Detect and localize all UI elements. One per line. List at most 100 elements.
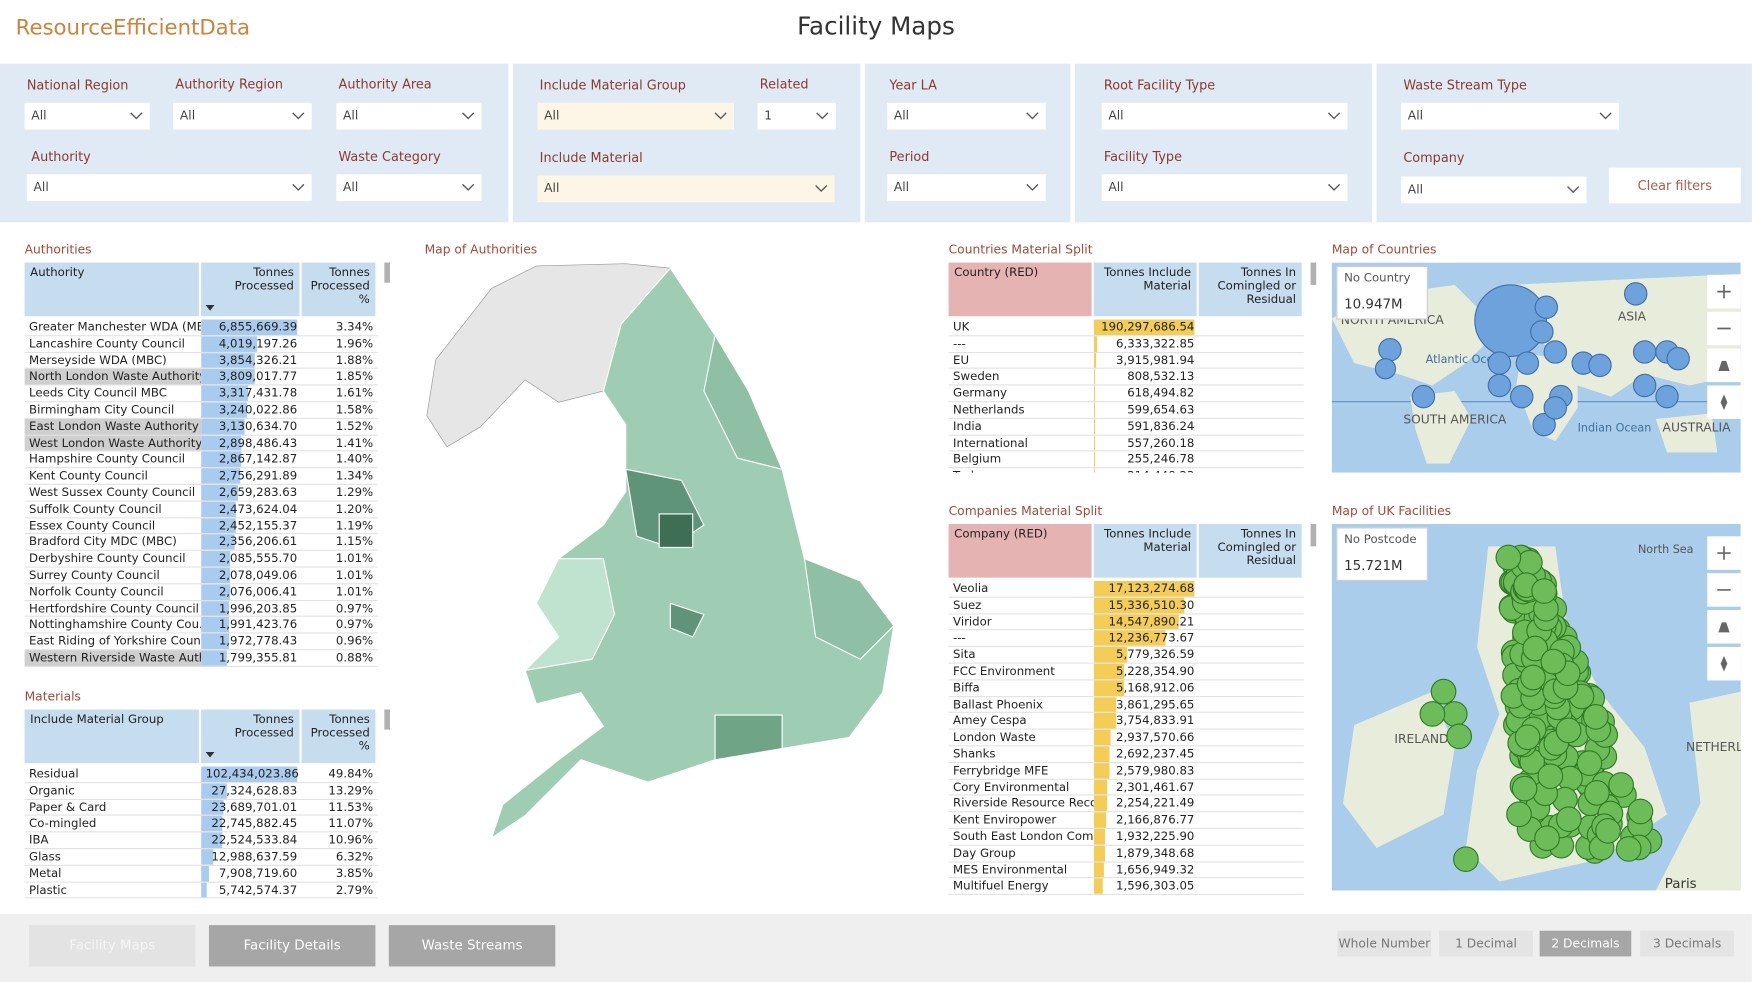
map-marker[interactable] <box>1446 723 1473 750</box>
map-marker[interactable] <box>1588 353 1612 378</box>
map-marker[interactable] <box>1520 664 1546 691</box>
map-label: SOUTH AMERICA <box>1403 412 1507 426</box>
table-cell: 1.19% <box>301 518 378 535</box>
clear-filters-button[interactable]: Clear filters <box>1608 167 1741 204</box>
map-marker[interactable] <box>1555 717 1582 744</box>
map-marker[interactable] <box>1632 373 1657 398</box>
cell-text: 1.20% <box>335 502 374 516</box>
data-bar <box>1093 663 1125 680</box>
map-marker[interactable] <box>1534 295 1559 319</box>
table-cell: 12,988,637.59 <box>201 849 302 866</box>
table-cell <box>1198 386 1304 403</box>
map-marker[interactable] <box>1517 549 1543 576</box>
map-marker[interactable] <box>1419 701 1446 727</box>
map-marker[interactable] <box>1582 703 1609 730</box>
filter-dropdown[interactable]: All <box>1101 102 1348 130</box>
filter-value: All <box>179 108 196 123</box>
map-marker[interactable] <box>1537 763 1564 790</box>
cell-text: Riverside Resource Reco... <box>953 797 1094 811</box>
table-cell: South East London Com... <box>948 829 1094 846</box>
filter-dropdown[interactable]: All <box>336 102 482 130</box>
map-marker[interactable] <box>1495 544 1522 571</box>
map-marker[interactable] <box>1555 806 1582 833</box>
map-control[interactable] <box>1707 646 1741 681</box>
cell-text: EU <box>953 353 970 368</box>
filter-dropdown[interactable]: All <box>24 102 150 130</box>
filter-dropdown[interactable]: All <box>887 174 1046 202</box>
filter-dropdown[interactable]: All <box>173 102 312 130</box>
table-cell: Derbyshire County Council <box>24 551 202 568</box>
cell-text: 214,448.23 <box>1127 469 1194 472</box>
map-marker[interactable] <box>1531 578 1557 604</box>
table-cell: EU <box>948 353 1094 370</box>
map-marker[interactable] <box>1623 282 1648 306</box>
cell-text: Co-mingled <box>29 817 97 831</box>
map-marker[interactable] <box>1522 635 1549 662</box>
map-marker[interactable] <box>1584 780 1610 806</box>
filter-dropdown[interactable]: All <box>887 102 1046 130</box>
table-cell: Organic <box>24 783 202 800</box>
map-marker[interactable] <box>1378 337 1402 362</box>
filter-dropdown[interactable]: All <box>1401 176 1587 204</box>
map-marker[interactable] <box>1411 384 1436 409</box>
map-marker[interactable] <box>1608 772 1634 798</box>
map-control[interactable] <box>1707 610 1741 644</box>
map-marker[interactable] <box>1655 384 1679 409</box>
map-marker[interactable] <box>1487 373 1512 398</box>
map-control[interactable] <box>1707 385 1741 419</box>
data-bar <box>1093 862 1104 878</box>
decimal-button[interactable]: 1 Decimal <box>1439 930 1533 957</box>
map-marker[interactable] <box>1627 798 1654 825</box>
map-marker[interactable] <box>1543 396 1568 420</box>
map-marker[interactable] <box>1534 825 1560 852</box>
map-control[interactable] <box>1707 536 1741 570</box>
control-icon <box>1717 546 1731 560</box>
map-marker[interactable] <box>1532 412 1556 437</box>
table-cell: UK <box>948 320 1094 337</box>
map-control[interactable] <box>1707 311 1741 346</box>
filter-dropdown[interactable]: All <box>537 175 835 203</box>
map-marker[interactable] <box>1374 358 1397 380</box>
map-marker[interactable] <box>1441 701 1468 727</box>
map-marker[interactable] <box>1510 384 1534 409</box>
nav-button[interactable]: Facility Maps <box>29 925 196 967</box>
table-cell: 1,972,778.43 <box>201 633 302 651</box>
map-marker[interactable] <box>1506 801 1532 828</box>
filter-dropdown[interactable]: All <box>26 174 312 202</box>
filter-dropdown[interactable]: 1 <box>757 102 836 130</box>
filter-dropdown[interactable]: All <box>537 102 735 130</box>
map-marker[interactable] <box>1514 724 1541 751</box>
cell-text: Biffa <box>953 681 980 695</box>
map-marker[interactable] <box>1632 340 1657 364</box>
decimal-button[interactable]: 2 Decimals <box>1539 930 1632 957</box>
nav-button[interactable]: Facility Details <box>208 925 376 967</box>
cell-text: Essex County Council <box>29 519 156 533</box>
map-marker[interactable] <box>1515 351 1540 375</box>
filter-dropdown[interactable]: All <box>1101 174 1348 202</box>
map-control[interactable] <box>1707 348 1741 383</box>
decimal-button[interactable]: Whole Number <box>1337 930 1432 957</box>
separator <box>860 63 865 223</box>
map-control[interactable] <box>1707 573 1741 607</box>
map-marker[interactable] <box>1453 846 1479 873</box>
filter-dropdown[interactable]: All <box>336 174 482 202</box>
table-cell: 3.85% <box>301 866 378 883</box>
table-cell: MES Environmental <box>948 862 1094 879</box>
map-marker[interactable] <box>1540 648 1567 675</box>
map-marker[interactable] <box>1430 678 1457 705</box>
table-cell: 2,085,555.70 <box>201 551 302 568</box>
nav-button[interactable]: Waste Streams <box>388 925 556 967</box>
filter-dropdown[interactable]: All <box>1401 102 1619 130</box>
map-marker[interactable] <box>1543 340 1568 364</box>
map-marker[interactable] <box>1666 346 1690 371</box>
map-control[interactable] <box>1707 274 1741 309</box>
decimal-button[interactable]: 3 Decimals <box>1640 930 1735 957</box>
map-marker[interactable] <box>1511 775 1538 802</box>
map-marker[interactable] <box>1595 817 1621 844</box>
map-marker[interactable] <box>1474 284 1547 357</box>
cell-text: 2,692,237.45 <box>1116 747 1195 761</box>
map-marker[interactable] <box>1530 320 1554 344</box>
map-marker[interactable] <box>1615 836 1642 862</box>
map-marker[interactable] <box>1576 750 1603 776</box>
map-marker[interactable] <box>1487 351 1512 375</box>
